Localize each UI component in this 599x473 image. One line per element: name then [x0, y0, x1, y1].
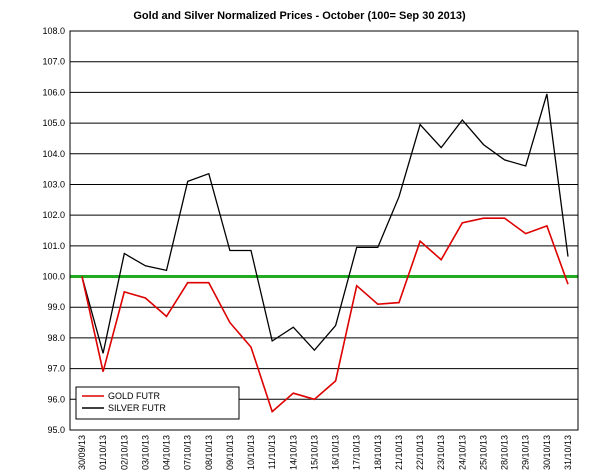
y-tick-label: 101.0 — [42, 241, 65, 251]
x-tick-label: 04/10/13 — [162, 435, 172, 470]
y-tick-label: 107.0 — [42, 57, 65, 67]
x-tick-label: 01/10/13 — [98, 435, 108, 470]
y-tick-label: 99.0 — [47, 302, 65, 312]
grid-layer — [70, 30, 578, 431]
x-tick-label: 25/10/13 — [478, 435, 488, 470]
y-tick-label: 96.0 — [47, 394, 65, 404]
y-tick-label: 106.0 — [42, 87, 65, 97]
y-tick-label: 103.0 — [42, 179, 65, 189]
x-tick-label: 09/10/13 — [225, 435, 235, 470]
series-line-silver — [81, 93, 569, 354]
x-tick-label: 15/10/13 — [309, 435, 319, 470]
x-tick-label: 07/10/13 — [183, 435, 193, 470]
x-tick-label: 24/10/13 — [457, 435, 467, 470]
x-tick-label: 30/10/13 — [542, 435, 552, 470]
x-tick-label: 31/10/13 — [563, 435, 573, 470]
x-tick-label: 30/09/13 — [77, 435, 87, 470]
chart-title: Gold and Silver Normalized Prices - Octo… — [133, 10, 466, 22]
y-tick-label: 102.0 — [42, 210, 65, 220]
x-tick-label: 10/10/13 — [246, 435, 256, 470]
x-tick-label: 18/10/13 — [373, 435, 383, 470]
legend: GOLD FUTR SILVER FUTR — [75, 386, 240, 420]
y-tick-label: 98.0 — [47, 333, 65, 343]
y-tick-label: 100.0 — [42, 272, 65, 282]
x-tick-label: 14/10/13 — [288, 435, 298, 470]
x-tick-label: 08/10/13 — [204, 435, 214, 470]
legend-label: SILVER FUTR — [108, 403, 166, 413]
x-tick-label: 28/10/13 — [500, 435, 510, 470]
x-tick-label: 16/10/13 — [331, 435, 341, 470]
x-tick-label: 03/10/13 — [140, 435, 150, 470]
x-tick-label: 29/10/13 — [521, 435, 531, 470]
x-tick-label: 21/10/13 — [394, 435, 404, 470]
x-tick-label: 23/10/13 — [436, 435, 446, 470]
y-tick-label: 108.0 — [42, 26, 65, 36]
x-tick-label: 02/10/13 — [119, 435, 129, 470]
y-tick-label: 105.0 — [42, 118, 65, 128]
x-tick-label: 17/10/13 — [352, 435, 362, 470]
x-tick-label: 11/10/13 — [267, 435, 277, 469]
series-layer — [81, 93, 569, 413]
series-line-gold — [81, 217, 569, 413]
y-axis-tick-labels: 95.0 96.0 97.0 98.0 99.0 100.0 101.0 102.0 103.0… — [42, 26, 65, 435]
x-axis-tick-labels: 30/09/13 01/10/13 02/10/13 03/10/13 04/10/13… — [77, 435, 573, 470]
y-tick-label: 95.0 — [47, 425, 65, 435]
plot-area-frame — [69, 30, 579, 431]
legend-label: GOLD FUTR — [108, 391, 161, 401]
legend-box — [75, 386, 240, 420]
y-tick-label: 104.0 — [42, 149, 65, 159]
y-tick-label: 97.0 — [47, 364, 65, 374]
x-tick-label: 22/10/13 — [415, 435, 425, 470]
